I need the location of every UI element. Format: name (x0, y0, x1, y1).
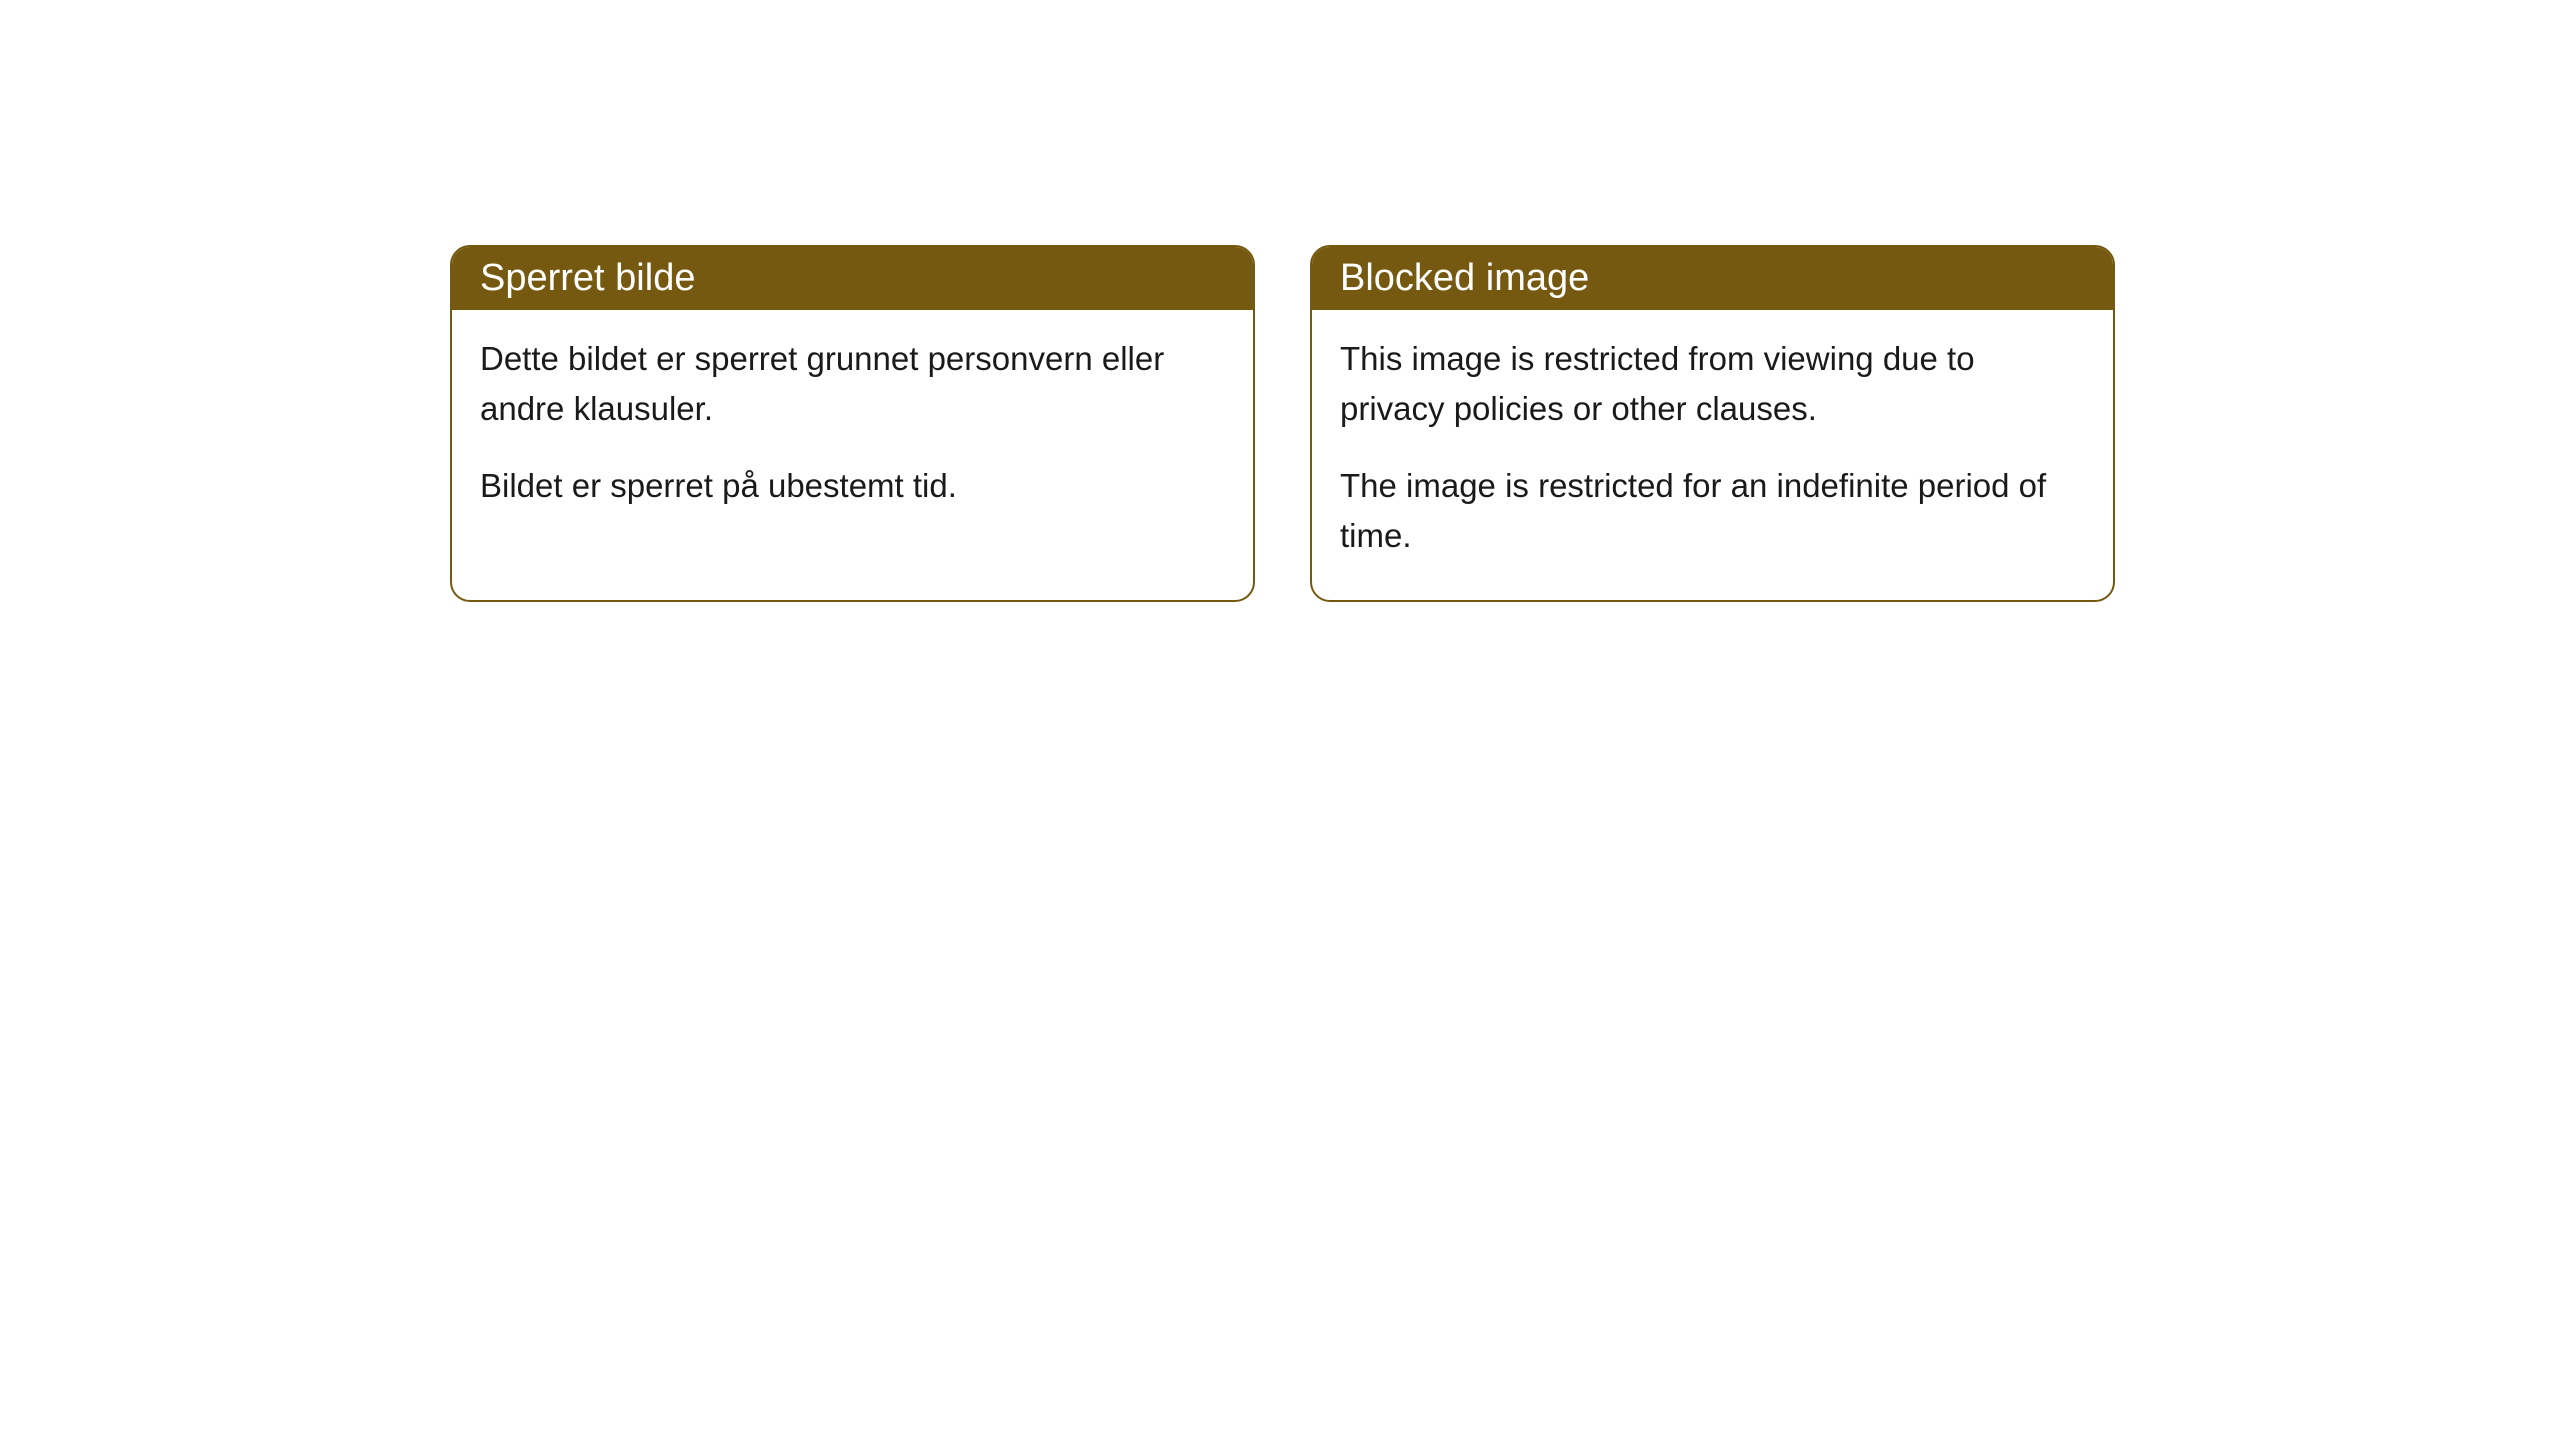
notice-container: Sperret bilde Dette bildet er sperret gr… (450, 245, 2115, 602)
notice-card-norwegian: Sperret bilde Dette bildet er sperret gr… (450, 245, 1255, 602)
card-body: Dette bildet er sperret grunnet personve… (452, 310, 1253, 551)
card-title: Blocked image (1340, 257, 1589, 299)
card-paragraph: This image is restricted from viewing du… (1340, 334, 2085, 433)
card-paragraph: The image is restricted for an indefinit… (1340, 461, 2085, 560)
card-header: Blocked image (1312, 247, 2113, 310)
notice-card-english: Blocked image This image is restricted f… (1310, 245, 2115, 602)
card-title: Sperret bilde (480, 257, 695, 299)
card-body: This image is restricted from viewing du… (1312, 310, 2113, 600)
card-paragraph: Dette bildet er sperret grunnet personve… (480, 334, 1225, 433)
card-header: Sperret bilde (452, 247, 1253, 310)
card-paragraph: Bildet er sperret på ubestemt tid. (480, 461, 1225, 511)
